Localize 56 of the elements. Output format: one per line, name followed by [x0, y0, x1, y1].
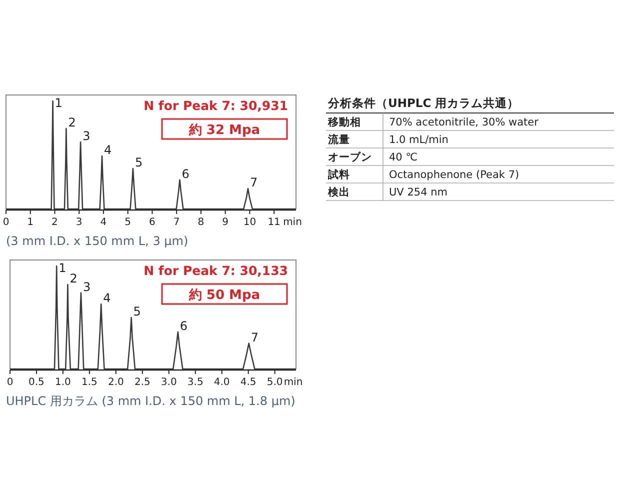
annotation: 7	[250, 175, 258, 190]
x-tick-label: 10	[243, 217, 256, 228]
text: 流量	[327, 133, 350, 146]
text: オーブン	[328, 150, 372, 164]
x-tick-label: 2	[52, 217, 58, 228]
annotation: N for Peak 7: 30,133	[144, 263, 288, 278]
annotation: 約 50 Mpa	[188, 288, 260, 303]
x-tick-label: 0.5	[28, 377, 44, 388]
annotation: 2	[68, 116, 76, 130]
annotation: 5	[133, 304, 141, 318]
text: 検出	[327, 186, 350, 198]
annotation: 1	[54, 96, 62, 110]
annotation: 6	[180, 318, 188, 333]
x-tick-label: 5	[124, 217, 132, 228]
text: 分析条件（UHPLC 用カラム共通）	[327, 96, 520, 110]
annotation: 約 32 Mpa	[188, 123, 260, 138]
x-tick-label: 1	[27, 217, 34, 228]
x-tick-label: 3	[76, 217, 82, 228]
x-axis-title: min	[283, 217, 302, 228]
text: UV 254 nm	[389, 186, 448, 198]
text: 試料	[327, 168, 350, 181]
x-tick-label: 8	[198, 217, 204, 228]
x-tick-label: 2.5	[134, 377, 150, 388]
x-tick-label: 11	[268, 217, 280, 228]
x-tick-label: 1.0	[55, 377, 71, 388]
x-tick-label: 4	[100, 217, 107, 228]
x-tick-label: 4.5	[240, 377, 256, 388]
annotation: 7	[250, 330, 259, 344]
annotation: 4	[103, 291, 111, 306]
annotation: 3	[82, 280, 91, 294]
text: 移動相	[327, 116, 361, 128]
annotation: 2	[70, 272, 78, 286]
annotation: 3	[82, 129, 90, 144]
annotation: 4	[104, 143, 112, 158]
text: 70% acetonitrile, 30% water	[389, 116, 540, 128]
x-tick-label: 5.0	[266, 377, 283, 388]
text: UHPLC 用カラム (3 mm I.D. x 150 mm L, 1.8 μm)	[6, 394, 296, 408]
text: Octanophenone (Peak 7)	[389, 169, 520, 181]
x-tick-label: 9	[222, 217, 229, 228]
text: 1.0 mL/min	[389, 134, 448, 146]
x-tick-label: 7	[173, 217, 180, 228]
text: (3 mm I.D. x 150 mm L, 3 μm)	[6, 234, 188, 248]
x-tick-label: 0	[6, 377, 14, 388]
x-tick-label: 6	[149, 217, 156, 228]
annotation: 5	[134, 156, 143, 170]
annotation: 6	[182, 166, 190, 181]
text: 40 ℃	[389, 152, 418, 164]
x-axis-title: min	[284, 377, 303, 388]
annotation: 1	[58, 261, 66, 275]
annotation: N for Peak 7: 30,931	[144, 98, 288, 113]
x-tick-label: 2.0	[108, 377, 124, 388]
x-tick-label: 1.5	[81, 377, 98, 388]
x-tick-label: 3.0	[160, 377, 177, 388]
x-tick-label: 3.5	[187, 377, 204, 388]
x-tick-label: 4.0	[214, 377, 230, 388]
x-tick-label: 0	[2, 217, 10, 228]
